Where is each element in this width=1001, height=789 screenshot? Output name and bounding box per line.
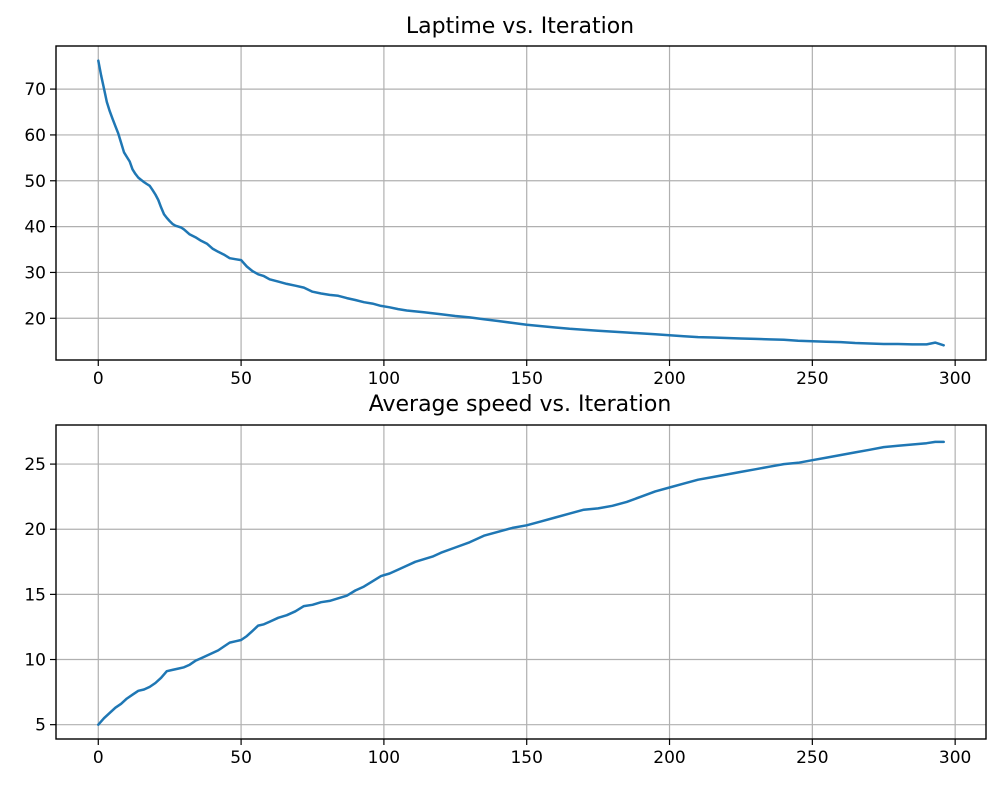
laptime-y-tick-label: 50 [24,172,46,192]
laptime-x-tick-label: 250 [796,369,828,389]
speed-y-tick-label: 5 [35,716,46,736]
speed-x-tick-label: 200 [653,748,685,768]
speed-series-line [97,440,945,726]
speed-chart-title: Average speed vs. Iteration [369,392,672,417]
laptime-x-tick-label: 200 [653,369,685,389]
speed-x-tick-label: 0 [93,748,104,768]
laptime-chart-title: Laptime vs. Iteration [406,14,634,39]
laptime-x-tick-label: 0 [93,369,104,389]
laptime-y-tick-label: 60 [24,126,46,146]
laptime-subplot: Laptime vs. Iteration 0 50 100 150 200 250 300… [24,14,987,389]
laptime-gridlines [56,46,986,360]
speed-y-tick-label: 25 [24,455,46,475]
laptime-y-tick-label: 70 [24,80,46,100]
laptime-axes: 0 50 100 150 200 250 300 20 30 40 50 60 70 [24,80,971,389]
speed-plot-frame [55,424,987,740]
speed-x-tick-label: 100 [368,748,400,768]
speed-y-tick-label: 15 [24,585,46,605]
speed-y-tick-label: 10 [24,651,46,671]
laptime-y-tick-label: 40 [24,218,46,238]
speed-x-tick-label: 150 [510,748,542,768]
speed-axes: 0 50 100 150 200 250 300 5 10 15 20 25 [24,455,971,768]
laptime-x-tick-label: 150 [510,369,542,389]
speed-subplot: Average speed vs. Iteration 0 50 100 150 200… [24,392,987,768]
speed-x-tick-label: 250 [796,748,828,768]
speed-x-tick-label: 50 [230,748,252,768]
laptime-y-tick-label: 30 [24,263,46,283]
speed-gridlines [56,425,986,739]
laptime-x-tick-label: 50 [230,369,252,389]
laptime-series-line [97,59,945,347]
laptime-x-tick-label: 300 [939,369,971,389]
laptime-x-tick-label: 100 [368,369,400,389]
speed-x-tick-label: 300 [939,748,971,768]
speed-y-tick-label: 20 [24,520,46,540]
laptime-plot-frame [55,45,987,361]
laptime-y-tick-label: 20 [24,309,46,329]
